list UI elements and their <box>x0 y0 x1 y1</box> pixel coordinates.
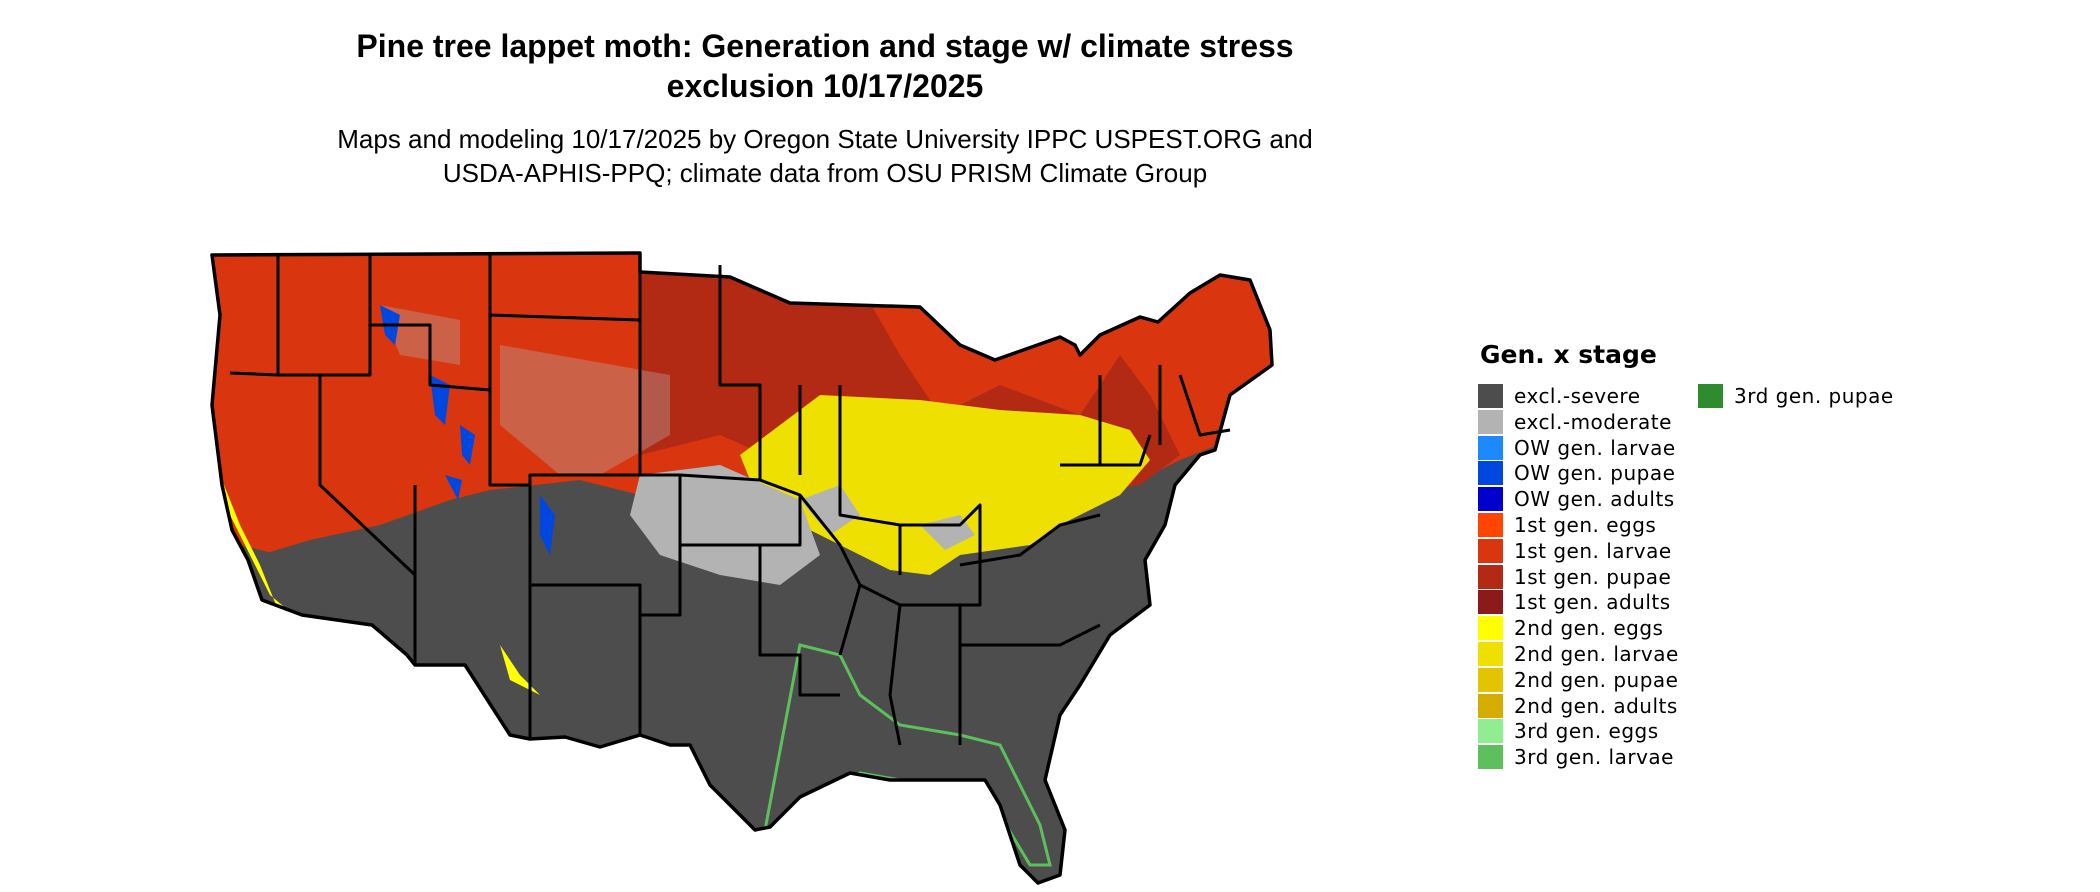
legend-label: 2nd gen. larvae <box>1514 642 1679 666</box>
excl-moderate-plains-region <box>630 465 820 585</box>
legend-swatch <box>1478 409 1503 434</box>
legend-swatch <box>1478 590 1503 615</box>
2nd-gen-larvae-region <box>740 395 1150 575</box>
state-borders <box>210 251 1274 885</box>
excl-moderate-patches <box>380 305 670 475</box>
subtitle-line-1: Maps and modeling 10/17/2025 by Oregon S… <box>337 124 1313 154</box>
legend-swatch <box>1478 461 1503 486</box>
legend-label: 1st gen. larvae <box>1514 538 1672 563</box>
chart-title: Pine tree lappet moth: Generation and st… <box>200 26 1450 106</box>
legend-label: 1st gen. eggs <box>1514 513 1657 537</box>
legend-label: 2nd gen. adults <box>1514 693 1678 718</box>
legend-title: Gen. x stage <box>1480 340 1657 369</box>
legend-swatch <box>1478 564 1503 589</box>
legend-item: 1st gen. adults <box>1478 590 1671 615</box>
title-line-1: Pine tree lappet moth: Generation and st… <box>356 28 1294 64</box>
title-line-2: exclusion 10/17/2025 <box>666 68 984 104</box>
legend-swatch <box>1478 642 1503 666</box>
legend-label: 3rd gen. larvae <box>1514 745 1674 770</box>
legend-swatch <box>1478 616 1503 641</box>
legend-item: OW gen. adults <box>1478 487 1675 512</box>
legend-label: 2nd gen. pupae <box>1514 667 1679 692</box>
legend-label: 2nd gen. eggs <box>1514 616 1664 641</box>
us-map <box>210 251 1274 885</box>
legend-item: 2nd gen. larvae <box>1478 642 1679 666</box>
legend-item: 3rd gen. larvae <box>1478 745 1674 770</box>
legend-label: excl.-moderate <box>1514 409 1672 434</box>
legend-swatch <box>1478 384 1503 408</box>
legend-label: 1st gen. pupae <box>1514 564 1672 589</box>
legend-swatch <box>1698 384 1723 408</box>
legend-swatch <box>1478 667 1503 692</box>
legend-item: OW gen. pupae <box>1478 461 1676 486</box>
legend-item: 1st gen. larvae <box>1478 538 1672 563</box>
legend-label: excl.-severe <box>1514 384 1641 408</box>
legend-item: OW gen. larvae <box>1478 435 1676 460</box>
legend-item: 2nd gen. adults <box>1478 693 1678 718</box>
legend-label: OW gen. larvae <box>1514 435 1676 460</box>
legend-label: 3rd gen. eggs <box>1514 719 1659 744</box>
legend-label: OW gen. pupae <box>1514 461 1676 486</box>
legend-item: 1st gen. eggs <box>1478 513 1656 537</box>
legend-label: 1st gen. adults <box>1514 590 1671 615</box>
legend-item: 3rd gen. eggs <box>1478 719 1659 744</box>
ow-gen-pupae-region <box>380 305 555 555</box>
legend-label: OW gen. adults <box>1514 487 1675 512</box>
legend-swatch <box>1478 487 1503 512</box>
excl-moderate-midwest-patches <box>800 485 975 550</box>
chart-subtitle: Maps and modeling 10/17/2025 by Oregon S… <box>200 122 1450 190</box>
legend-label: 3rd gen. pupae <box>1734 384 1894 408</box>
2nd-gen-eggs-region <box>220 475 540 695</box>
legend-swatch <box>1478 513 1503 537</box>
legend-item: excl.-severe <box>1478 384 1641 408</box>
legend-swatch <box>1478 745 1503 770</box>
excl-severe-west-patches <box>240 545 450 665</box>
legend-swatch <box>1478 435 1503 460</box>
legend-item: excl.-moderate <box>1478 409 1672 434</box>
subtitle-line-2: USDA-APHIS-PPQ; climate data from OSU PR… <box>442 158 1208 188</box>
excl-moderate-north-region <box>760 255 880 295</box>
legend-item: 1st gen. pupae <box>1478 564 1672 589</box>
legend-swatch <box>1478 538 1503 563</box>
legend-swatch <box>1478 719 1503 744</box>
legend-item: 2nd gen. pupae <box>1478 667 1679 692</box>
legend-swatch <box>1478 693 1503 718</box>
legend-item: 3rd gen. pupae <box>1698 384 1894 408</box>
legend-item: 2nd gen. eggs <box>1478 616 1664 641</box>
